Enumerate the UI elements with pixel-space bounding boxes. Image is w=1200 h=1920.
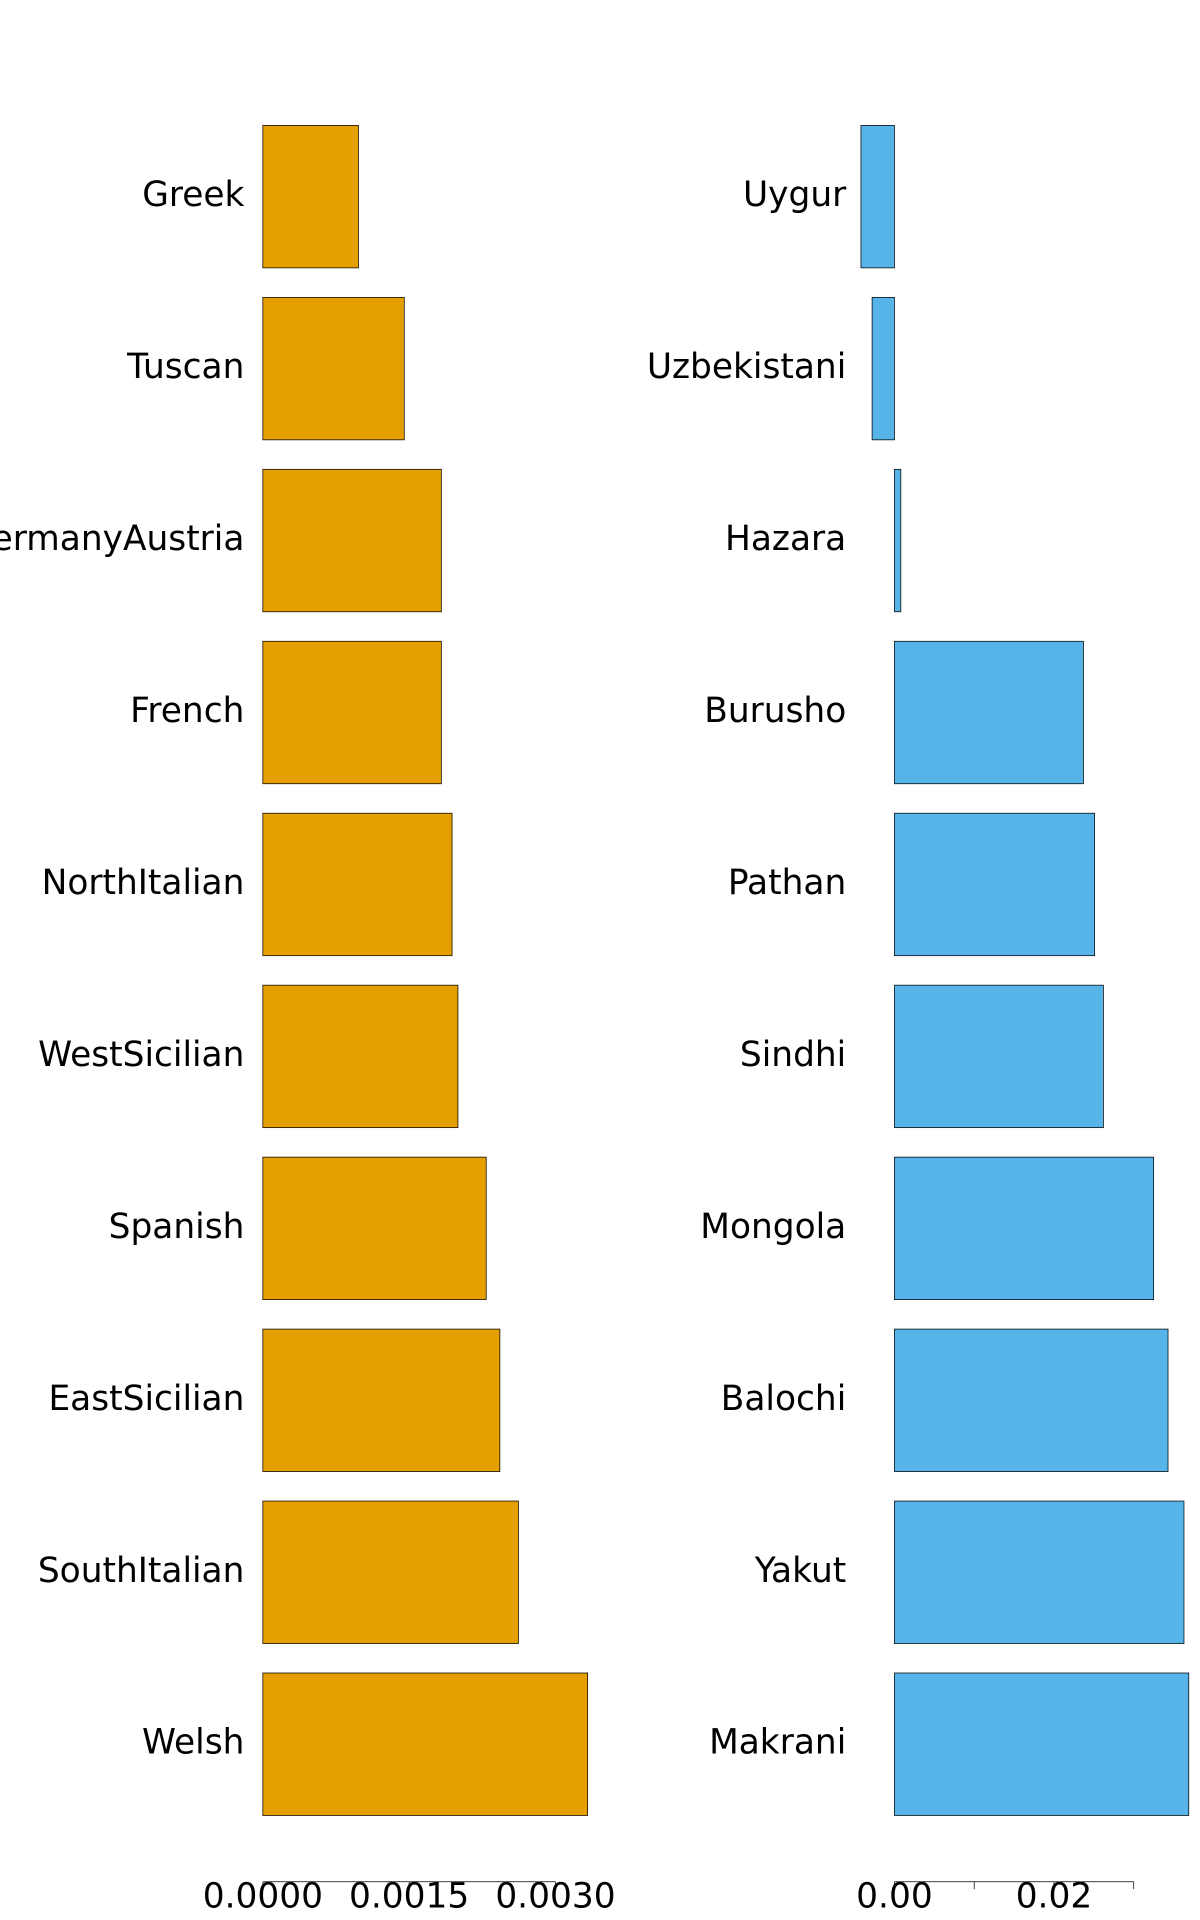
x-tick-label: 0.0030: [495, 1876, 615, 1916]
bar: [894, 1156, 1155, 1300]
y-tick-label: NorthItalian: [42, 863, 245, 903]
bar: [894, 1328, 1169, 1472]
bar: [894, 640, 1084, 785]
y-tick-label: SouthItalian: [38, 1551, 245, 1591]
bar: [871, 296, 895, 441]
y-tick-label: Mongola: [700, 1207, 846, 1247]
y-tick-label: Sindhi: [740, 1035, 846, 1075]
bar: [262, 125, 359, 269]
bar: [262, 1500, 519, 1644]
bar: [262, 812, 453, 957]
y-tick-label: Greek: [142, 175, 244, 215]
bar: [262, 296, 405, 441]
y-tick-label: Hazara: [725, 519, 846, 559]
bar: [262, 640, 442, 785]
y-tick-label: French: [130, 691, 244, 731]
x-tick-label: 0.0015: [349, 1876, 469, 1916]
y-tick-label: Uygur: [743, 175, 847, 215]
bar: [262, 1328, 501, 1472]
bar: [860, 125, 895, 269]
bar: [262, 1156, 487, 1300]
bar: [894, 468, 902, 613]
bar: [262, 984, 459, 1129]
bar: [894, 812, 1096, 957]
y-tick-label: WestSicilian: [38, 1035, 244, 1075]
y-tick-label: Pathan: [728, 863, 846, 903]
y-tick-label: Yakut: [754, 1551, 846, 1591]
y-tick-label: Uzbekistani: [647, 347, 846, 387]
y-tick-label: Makrani: [709, 1723, 846, 1763]
y-tick-label: Balochi: [721, 1379, 846, 1419]
x-tick-label: 0.00: [856, 1876, 933, 1916]
y-tick-label: Tuscan: [126, 347, 244, 387]
y-tick-label: Welsh: [142, 1723, 244, 1763]
y-tick-label: GermanyAustria: [0, 519, 244, 559]
bar: [894, 984, 1104, 1129]
bar: [894, 1500, 1185, 1644]
bar: [894, 1672, 1190, 1816]
x-tick-label: 0.0000: [203, 1876, 323, 1916]
bar: [262, 1672, 589, 1816]
x-tick-label: 0.02: [1016, 1876, 1093, 1916]
y-tick-label: Burusho: [704, 691, 846, 731]
y-tick-label: Spanish: [109, 1207, 245, 1247]
bar: [262, 468, 442, 613]
y-tick-label: EastSicilian: [48, 1379, 244, 1419]
